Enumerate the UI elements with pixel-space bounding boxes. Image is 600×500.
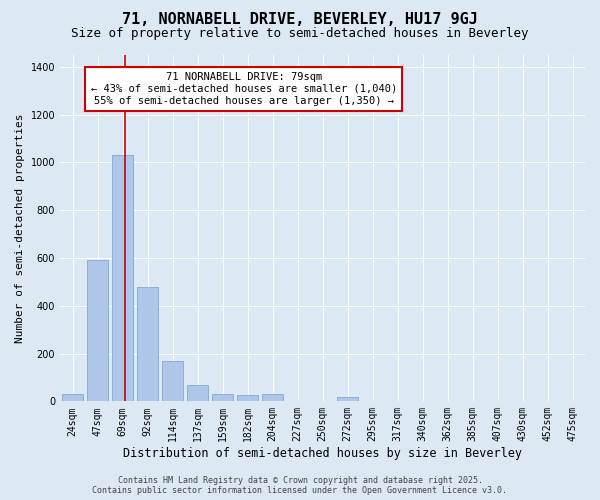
Y-axis label: Number of semi-detached properties: Number of semi-detached properties: [15, 114, 25, 343]
Text: Contains HM Land Registry data © Crown copyright and database right 2025.
Contai: Contains HM Land Registry data © Crown c…: [92, 476, 508, 495]
Bar: [337, 396, 358, 402]
Bar: [62, 394, 83, 402]
Text: 71, NORNABELL DRIVE, BEVERLEY, HU17 9GJ: 71, NORNABELL DRIVE, BEVERLEY, HU17 9GJ: [122, 12, 478, 28]
X-axis label: Distribution of semi-detached houses by size in Beverley: Distribution of semi-detached houses by …: [123, 447, 522, 460]
Bar: [212, 394, 233, 402]
Bar: [87, 260, 108, 402]
Text: 71 NORNABELL DRIVE: 79sqm
← 43% of semi-detached houses are smaller (1,040)
55% : 71 NORNABELL DRIVE: 79sqm ← 43% of semi-…: [91, 72, 397, 106]
Bar: [262, 394, 283, 402]
Text: Size of property relative to semi-detached houses in Beverley: Size of property relative to semi-detach…: [71, 28, 529, 40]
Bar: [112, 156, 133, 402]
Bar: [137, 286, 158, 402]
Bar: [237, 396, 258, 402]
Bar: [162, 360, 183, 402]
Bar: [187, 384, 208, 402]
